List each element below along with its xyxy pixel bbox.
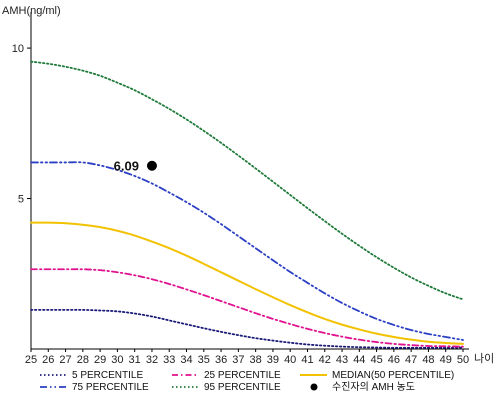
patient-amh-label: 6.09 xyxy=(114,159,139,174)
x-tick-label: 36 xyxy=(215,354,227,366)
series-lines xyxy=(30,60,464,349)
legend-label-4: MEDIAN(50 PERCENTILE) xyxy=(332,370,454,381)
y-tick-label: 5 xyxy=(18,194,24,206)
x-tick-label: 28 xyxy=(77,354,89,366)
y-tick-group: 5 10 xyxy=(12,43,31,206)
x-tick-label: 40 xyxy=(284,354,296,366)
x-tick-label: 39 xyxy=(267,354,279,366)
x-tick-label: 31 xyxy=(129,354,141,366)
legend-label-2: 25 PERCENTILE xyxy=(204,370,281,381)
x-tick-group: 25 26 27 28 29 30 31 32 33 34 35 36 37 38 39 40 41 42 43 44… xyxy=(25,349,469,366)
x-axis-title: 나이 xyxy=(474,352,494,365)
x-tick-label: 48 xyxy=(422,354,434,366)
x-tick-label: 37 xyxy=(232,354,244,366)
x-tick-label: 32 xyxy=(146,354,158,366)
x-tick-label: 35 xyxy=(198,354,210,366)
series-line-3 xyxy=(30,60,464,301)
series-line-1 xyxy=(30,161,464,341)
y-tick-label: 10 xyxy=(12,43,24,55)
x-tick-label: 49 xyxy=(440,354,452,366)
x-tick-label: 47 xyxy=(405,354,417,366)
legend-label-1: 75 PERCENTILE xyxy=(72,382,149,393)
y-axis-title: AMH(ng/ml) xyxy=(2,5,61,17)
patient-amh-point xyxy=(146,160,157,171)
x-tick-label: 26 xyxy=(42,354,54,366)
axes xyxy=(30,12,469,350)
series-line-4 xyxy=(30,221,464,345)
legend-label-3: 95 PERCENTILE xyxy=(204,382,281,393)
x-tick-label: 50 xyxy=(457,354,469,366)
legend-point-label: 수진자의 AMH 농도 xyxy=(332,381,415,393)
x-tick-label: 46 xyxy=(388,354,400,366)
x-tick-label: 41 xyxy=(301,354,313,366)
x-tick-label: 38 xyxy=(250,354,262,366)
x-tick-label: 44 xyxy=(353,354,365,366)
data-points: 6.09 xyxy=(114,159,157,174)
x-tick-label: 45 xyxy=(370,354,382,366)
x-tick-label: 42 xyxy=(319,354,331,366)
x-tick-label: 33 xyxy=(163,354,175,366)
x-tick-label: 30 xyxy=(111,354,123,366)
x-tick-label: 29 xyxy=(94,354,106,366)
x-tick-label: 25 xyxy=(25,354,37,366)
x-tick-label: 43 xyxy=(336,354,348,366)
series-line-2 xyxy=(30,268,464,348)
x-tick-label: 27 xyxy=(59,354,71,366)
legend-point-swatch xyxy=(310,383,318,391)
series-line-0 xyxy=(30,308,464,349)
legend-label-0: 5 PERCENTILE xyxy=(72,370,143,381)
x-tick-label: 34 xyxy=(180,354,192,366)
